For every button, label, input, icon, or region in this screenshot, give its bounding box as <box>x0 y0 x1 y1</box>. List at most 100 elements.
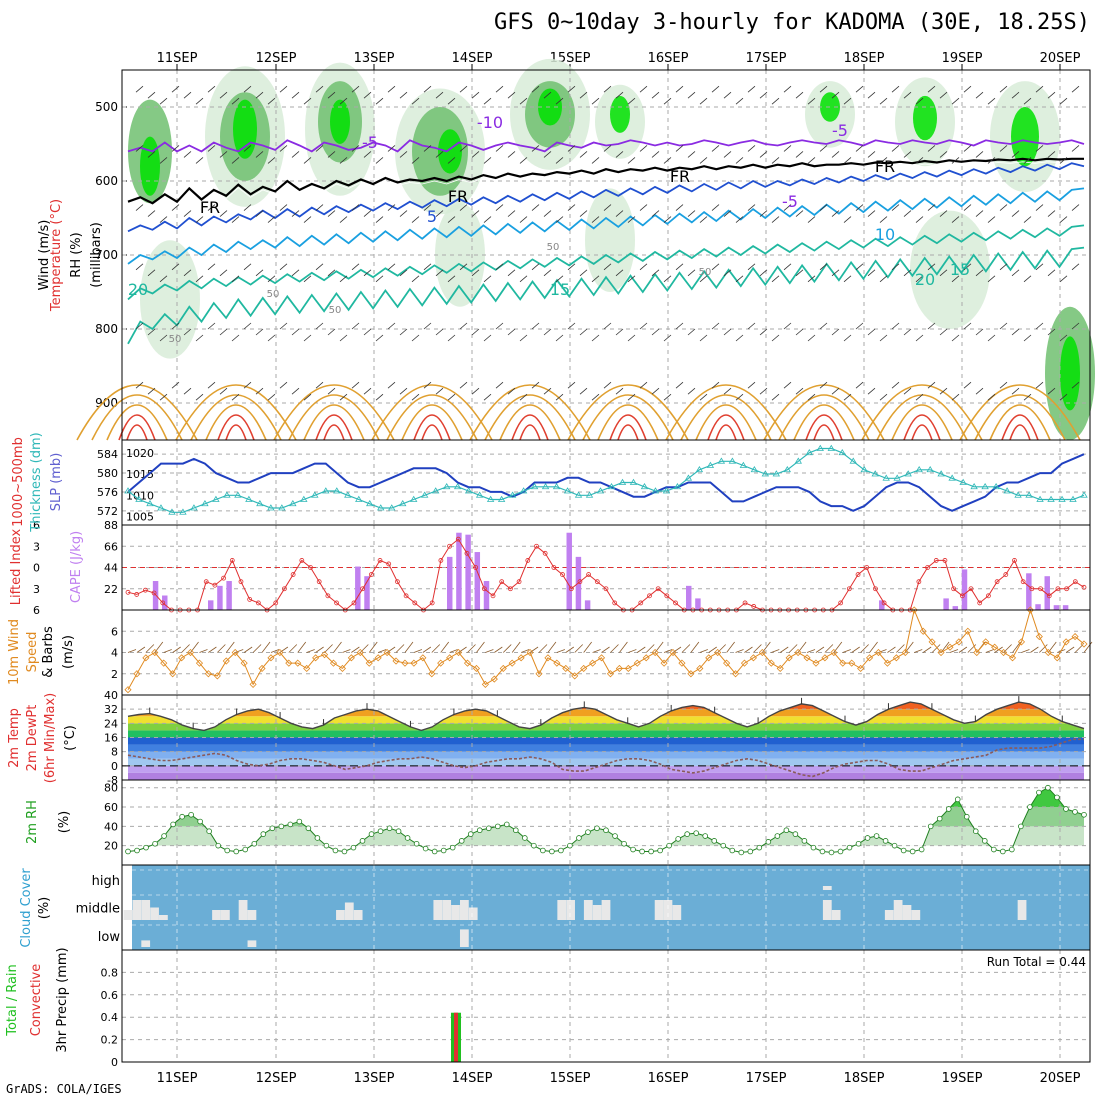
rh-point <box>765 839 772 845</box>
chart-title: GFS 0~10day 3-hourly for KADOMA (30E, 18… <box>493 10 1090 35</box>
pressure-tick-label: 700 <box>95 248 118 262</box>
lifted-index-point <box>507 586 513 592</box>
rh-point <box>233 848 240 855</box>
lifted-index-point <box>447 543 452 549</box>
date-label-top: 17SEP <box>746 51 787 66</box>
rh-point <box>585 829 591 835</box>
wind-barb <box>831 210 840 217</box>
wind-barb <box>747 381 756 389</box>
wind-barb <box>915 216 924 223</box>
surface-wind-barb <box>1083 641 1093 653</box>
cape-bar <box>152 581 159 610</box>
slp-marker <box>794 457 803 464</box>
wind-barb <box>231 393 240 401</box>
rh-point <box>152 840 158 847</box>
cloud-bar-high <box>822 886 832 890</box>
wind-barb <box>303 334 312 342</box>
rh-point <box>1081 811 1087 818</box>
wind-barb <box>315 85 324 93</box>
wind-barb <box>891 145 900 152</box>
wind-barb <box>615 210 624 217</box>
slp-marker <box>959 478 967 485</box>
pressure-tick-label: 900 <box>95 396 118 410</box>
wind-barb <box>531 322 540 330</box>
wind-barb <box>171 381 180 389</box>
surface-wind-barb <box>628 649 637 653</box>
temp-contour-surface <box>707 414 745 441</box>
cloud-bar-middle <box>459 900 469 920</box>
wind-speed-point <box>374 654 382 662</box>
surface-wind-barb <box>922 646 932 653</box>
rh-point <box>449 844 456 851</box>
rh-point <box>125 848 131 855</box>
wind-barb <box>795 91 804 99</box>
cape-bar <box>446 556 453 610</box>
wind-barb <box>519 216 528 223</box>
wind-barb <box>303 157 312 164</box>
cape-bar <box>879 600 885 610</box>
date-label-bottom: 19SEP <box>942 1071 983 1086</box>
wind-barb <box>315 381 324 389</box>
wind-barb <box>495 381 504 389</box>
rh-tick-label: 20 <box>104 840 118 853</box>
rh-point <box>143 844 149 851</box>
wind-barb <box>327 151 336 158</box>
wind-speed-point <box>589 659 597 667</box>
wind-barb <box>783 85 792 93</box>
rh-point <box>503 821 510 828</box>
wind-barb <box>447 97 456 105</box>
wind-barb <box>663 334 672 342</box>
wind-barb <box>279 381 288 389</box>
wind-barb <box>915 275 924 283</box>
wind-barb <box>783 322 792 330</box>
surface-wind-barb <box>458 646 467 653</box>
rh-point <box>639 848 645 855</box>
rh-point <box>720 842 727 849</box>
temp-band <box>128 751 1084 759</box>
wind-barb <box>903 151 912 158</box>
lifted-index-point <box>308 565 313 570</box>
wind-speed-point <box>740 659 749 667</box>
temp-contour-surface <box>288 394 380 441</box>
wind-speed-point <box>1035 632 1043 641</box>
wind-barb <box>291 328 300 336</box>
li-tick-label: 3 <box>33 540 40 553</box>
rh-point <box>909 848 916 855</box>
rh-shading <box>610 95 630 133</box>
wind-barb <box>819 145 828 152</box>
temp-contour-surface <box>959 384 1081 441</box>
wind-barb <box>471 328 480 336</box>
slp-marker <box>223 491 231 498</box>
wind-barb <box>1047 328 1056 336</box>
wind-speed-point <box>463 659 472 667</box>
wind-barb <box>675 145 684 152</box>
wind-barb <box>615 387 624 395</box>
wind-barb <box>267 216 276 223</box>
rh-point <box>963 813 970 820</box>
rh-point <box>558 847 564 854</box>
wind-barb <box>651 91 660 99</box>
slp-marker <box>860 465 868 473</box>
wind-barb <box>183 269 192 277</box>
wind-barb <box>279 322 288 330</box>
slp-marker <box>772 470 781 477</box>
lifted-index-point <box>247 596 253 602</box>
slp-marker <box>992 482 1000 490</box>
wind-barb <box>651 269 660 277</box>
pressure-tick-label: 500 <box>95 100 118 114</box>
surface-wind-barb <box>1039 644 1048 653</box>
cloud-bar-middle <box>212 910 221 920</box>
wind-barb <box>339 393 348 401</box>
lifted-index-point <box>1046 593 1052 599</box>
wind-barb <box>447 157 456 164</box>
wind-barb <box>627 157 636 164</box>
slp-marker <box>377 504 385 511</box>
wind-barb <box>915 334 924 342</box>
wind-barb <box>375 97 384 105</box>
cloud-level-label: low <box>98 930 121 945</box>
panel-label: Lifted Index <box>9 528 24 605</box>
wind-barb <box>927 145 936 152</box>
wind-barb <box>543 328 552 336</box>
wind-barb <box>855 204 864 211</box>
wind-barb <box>963 322 972 330</box>
